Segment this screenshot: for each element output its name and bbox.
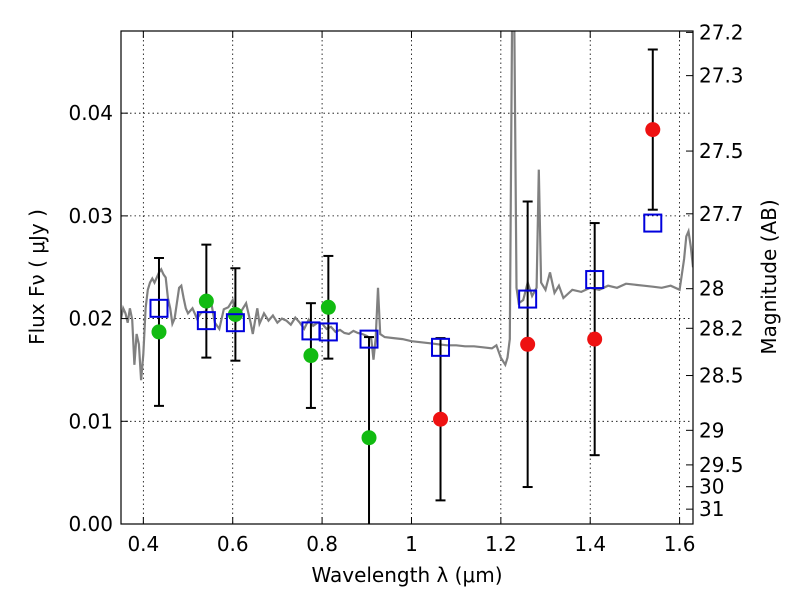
y2-tick-label: 27.3 xyxy=(699,64,744,88)
x-tick-label: 1.2 xyxy=(485,532,517,556)
green-data-point xyxy=(361,430,377,446)
y-tick-label: 0.00 xyxy=(68,512,113,536)
axes-frame xyxy=(120,30,694,525)
y2-tick-label: 27.5 xyxy=(699,139,744,163)
x-axis-ticks: 0.4 0.6 0.8 1 1.2 1.4 1.6 xyxy=(127,31,696,556)
x-tick-label: 0.8 xyxy=(306,532,338,556)
y2-tick-label: 28.2 xyxy=(699,316,744,340)
y2-tick-label: 28.5 xyxy=(699,364,744,388)
y-tick-label: 0.02 xyxy=(68,307,113,331)
model-photometry-square xyxy=(359,329,379,349)
red-data-point xyxy=(587,331,603,347)
model-photometry-square xyxy=(431,337,451,357)
model-photometry-square xyxy=(518,289,538,309)
model-photometry-square xyxy=(318,322,338,342)
y2-axis-label: Magnitude (AB) xyxy=(757,199,781,354)
y-axis-ticks: 0.00 0.01 0.02 0.03 0.04 xyxy=(68,101,128,536)
y2-tick-label: 28 xyxy=(699,277,724,301)
x-tick-label: 0.6 xyxy=(217,532,249,556)
y2-tick-label: 31 xyxy=(699,497,724,521)
error-bars xyxy=(153,48,658,524)
y-axis-label: Flux Fν ( μJy ) xyxy=(25,209,49,345)
y-tick-label: 0.03 xyxy=(68,204,113,228)
red-data-point xyxy=(433,411,449,427)
red-data-point xyxy=(645,122,661,138)
model-photometry-square xyxy=(225,313,245,333)
green-data-point xyxy=(151,324,167,340)
model-spectrum-line xyxy=(121,31,693,381)
x-tick-label: 0.4 xyxy=(127,532,159,556)
model-photometry-square xyxy=(149,298,169,318)
x-tick-label: 1 xyxy=(405,532,418,556)
grid-lines xyxy=(121,31,693,525)
y2-tick-label: 29 xyxy=(699,418,724,442)
y-tick-label: 0.04 xyxy=(68,101,113,125)
x-axis-label: Wavelength λ (μm) xyxy=(311,563,502,587)
green-data-point xyxy=(303,348,319,364)
y2-tick-label: 29.5 xyxy=(699,453,744,477)
model-photometry-square xyxy=(196,311,216,331)
y2-tick-label: 27.7 xyxy=(699,202,744,226)
y-tick-label: 0.01 xyxy=(68,409,113,433)
data-markers xyxy=(149,122,663,446)
x-tick-label: 1.4 xyxy=(574,532,606,556)
x-tick-label: 1.6 xyxy=(664,532,696,556)
y2-tick-label: 27.2 xyxy=(699,20,744,44)
green-data-point xyxy=(198,293,214,309)
model-photometry-square xyxy=(585,270,605,290)
y2-tick-label: 30 xyxy=(699,475,724,499)
model-photometry-square xyxy=(643,213,663,233)
red-data-point xyxy=(520,336,536,352)
green-data-point xyxy=(320,299,336,315)
